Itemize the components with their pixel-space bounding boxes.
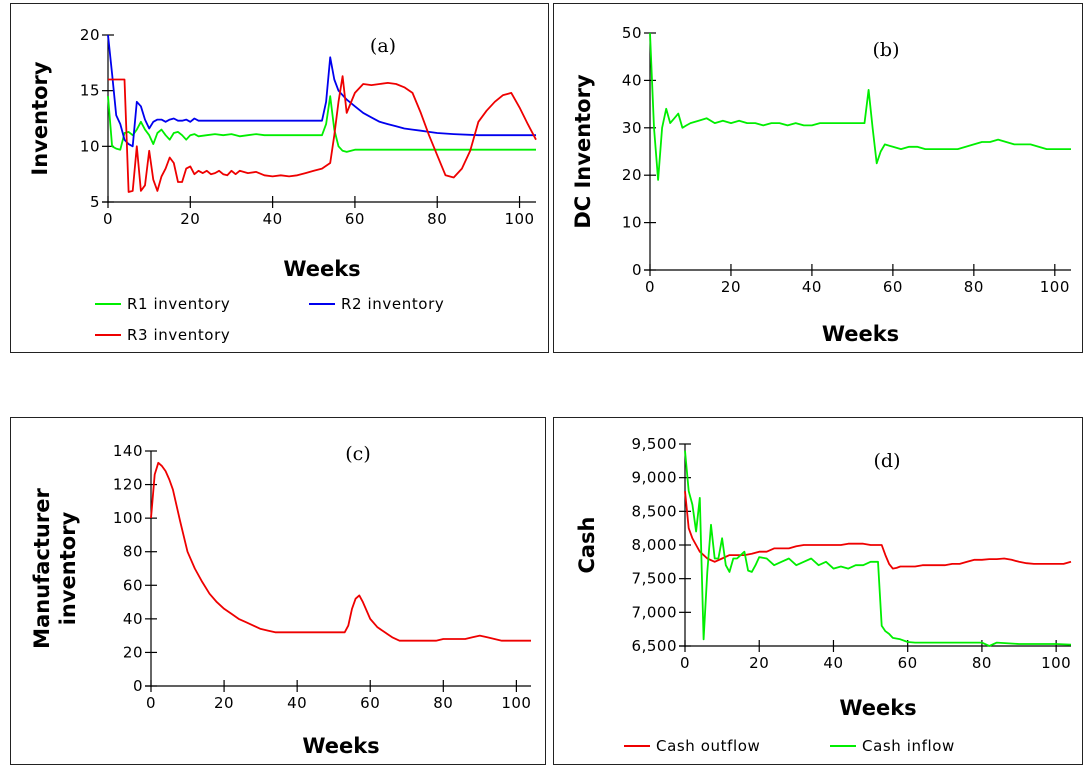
chart-a: 5 10 15 20 0 20 40 60 80 100 (a) Weeks Inventory R1 i…	[11, 4, 548, 352]
y-tick-label: 15	[80, 82, 100, 100]
y-tick-label: 120	[113, 476, 143, 494]
y-tick-label: 9,500	[632, 435, 677, 453]
y-tick-label: 40	[622, 71, 642, 89]
x-tick-label: 60	[360, 694, 380, 712]
y-axis-label: Cash	[575, 516, 599, 573]
x-tick-label: 20	[721, 278, 741, 296]
series-line	[685, 491, 1071, 568]
y-tick-label: 10	[80, 137, 100, 155]
y-tick-label: 50	[622, 24, 642, 42]
x-tick-label: 40	[802, 278, 822, 296]
series-line	[650, 33, 1071, 180]
panel-label: (a)	[370, 35, 396, 57]
panel-b: 0 10 20 30 40 50 0 20 40 60 80 100 (b) Weeks DC Invent…	[553, 3, 1083, 353]
chart-c: 0 20 40 60 80 100 120 140 0 20 40 60 80 100 (c) Weeks Ma…	[11, 418, 545, 764]
x-tick-label: 100	[504, 210, 534, 228]
x-tick-label: 100	[501, 694, 531, 712]
panel-a: 5 10 15 20 0 20 40 60 80 100 (a) Weeks Inventory R1 i…	[10, 3, 549, 353]
y-tick-label: 20	[80, 26, 100, 44]
x-tick-label: 0	[103, 210, 113, 228]
y-tick-label: 8,000	[632, 536, 677, 554]
panel-label: (d)	[874, 450, 901, 472]
x-axis-label: Weeks	[822, 322, 899, 346]
legend-label: R2 inventory	[341, 295, 444, 313]
y-tick-label: 0	[632, 261, 642, 279]
y-tick-label: 40	[123, 610, 143, 628]
x-axis-label: Weeks	[302, 734, 379, 758]
y-tick-label: 0	[133, 677, 143, 695]
legend-label: Cash inflow	[862, 737, 955, 755]
x-tick-label: 20	[749, 654, 769, 672]
x-tick-label: 0	[680, 654, 690, 672]
panel-c: 0 20 40 60 80 100 120 140 0 20 40 60 80 100 (c) Weeks Ma…	[10, 417, 546, 765]
x-tick-label: 40	[263, 210, 283, 228]
x-tick-label: 60	[345, 210, 365, 228]
y-tick-label: 7,500	[632, 570, 677, 588]
x-tick-label: 0	[645, 278, 655, 296]
x-tick-label: 40	[287, 694, 307, 712]
y-tick-label: 60	[123, 576, 143, 594]
chart-d: 6,500 7,000 7,500 8,000 8,500 9,000 9,500 0 20 40…	[554, 418, 1082, 764]
y-axis-label-line2: inventory	[56, 511, 80, 625]
y-axis-label: DC Inventory	[571, 74, 595, 229]
chart-b: 0 10 20 30 40 50 0 20 40 60 80 100 (b) Weeks DC Invent…	[554, 4, 1082, 352]
y-tick-label: 20	[622, 166, 642, 184]
y-tick-label: 5	[90, 193, 100, 211]
y-tick-label: 9,000	[632, 469, 677, 487]
x-tick-label: 40	[823, 654, 843, 672]
series-line	[108, 35, 536, 146]
x-tick-label: 60	[883, 278, 903, 296]
panel-d: 6,500 7,000 7,500 8,000 8,500 9,000 9,500 0 20 40…	[553, 417, 1083, 765]
x-tick-label: 20	[214, 694, 234, 712]
x-tick-label: 100	[1041, 654, 1071, 672]
y-axis-label: Manufacturer	[30, 488, 54, 649]
panel-label: (b)	[873, 39, 900, 61]
series-line	[685, 451, 1071, 646]
x-tick-label: 100	[1040, 278, 1070, 296]
panel-label: (c)	[345, 443, 370, 465]
x-tick-label: 20	[180, 210, 200, 228]
series-line	[151, 463, 531, 641]
x-tick-label: 80	[427, 210, 447, 228]
x-tick-label: 80	[964, 278, 984, 296]
x-tick-label: 80	[433, 694, 453, 712]
y-tick-label: 140	[113, 442, 143, 460]
x-axis-label: Weeks	[839, 696, 916, 720]
y-axis-label: Inventory	[28, 61, 52, 175]
y-tick-label: 8,500	[632, 502, 677, 520]
y-tick-label: 6,500	[632, 637, 677, 655]
legend-label: Cash outflow	[656, 737, 760, 755]
x-axis-label: Weeks	[283, 257, 360, 281]
y-tick-label: 7,000	[632, 603, 677, 621]
x-tick-label: 60	[898, 654, 918, 672]
x-tick-label: 80	[972, 654, 992, 672]
y-tick-label: 10	[622, 214, 642, 232]
y-tick-label: 100	[113, 509, 143, 527]
y-tick-label: 80	[123, 543, 143, 561]
legend-label: R3 inventory	[127, 326, 230, 344]
y-tick-label: 30	[622, 119, 642, 137]
x-tick-label: 0	[146, 694, 156, 712]
y-tick-label: 20	[123, 643, 143, 661]
legend-label: R1 inventory	[127, 295, 230, 313]
